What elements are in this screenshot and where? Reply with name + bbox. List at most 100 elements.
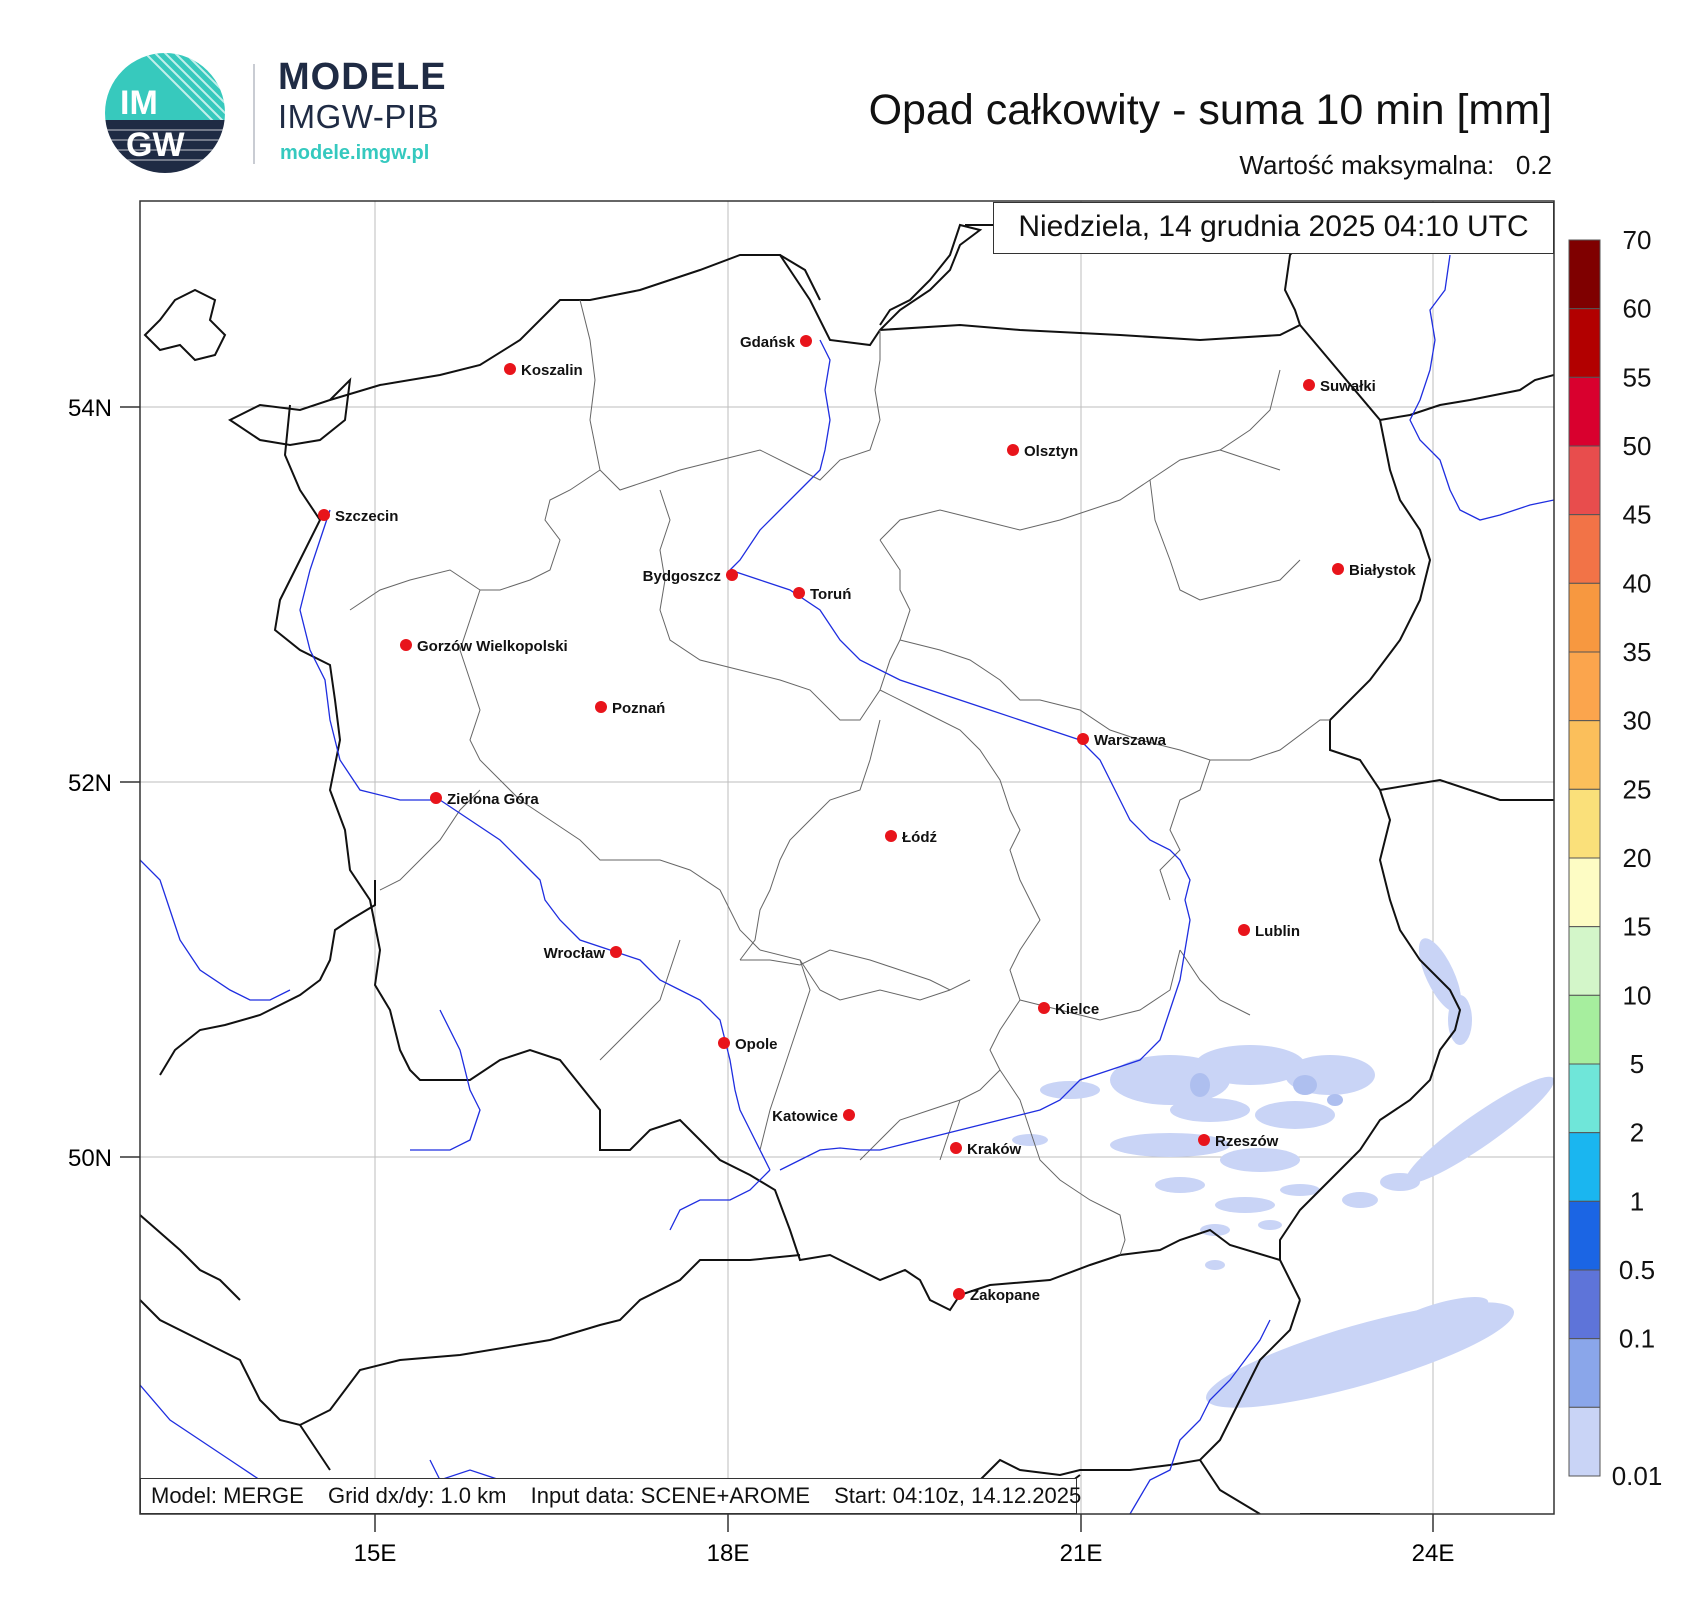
logo-text-top: IM [120,84,158,122]
legend-label: 55 [1623,362,1652,392]
city-zakopane[interactable]: Zakopane [953,1287,1040,1304]
legend-label: 1 [1630,1186,1644,1216]
lat-label-54n: 54N [68,395,112,422]
legend-swatch [1568,239,1601,310]
city-zielona-gora[interactable]: Zielona Góra [430,791,539,808]
city-label: Kraków [967,1141,1022,1158]
max-value-line: Wartość maksymalna: 0.2 [1239,150,1552,181]
legend-swatch [1568,445,1601,516]
city-label: Katowice [772,1108,838,1125]
country-borders [140,223,1554,1514]
city-poznan[interactable]: Poznań [595,700,665,717]
city-krakow[interactable]: Kraków [950,1141,1022,1158]
city-label: Opole [735,1036,778,1053]
city-bydgoszcz[interactable]: Bydgoszcz [643,568,738,585]
graticule [140,201,1554,1514]
city-rzeszow[interactable]: Rzeszów [1198,1133,1279,1150]
legend-colorbar [1568,239,1601,1477]
legend-label: 5 [1630,1049,1644,1079]
city-label: Warszawa [1094,732,1167,749]
city-opole[interactable]: Opole [718,1036,778,1053]
logo-text-bottom: GW [126,126,185,164]
footer-start: Start: 04:10z, 14.12.2025 [834,1483,1082,1508]
brand-url-link[interactable]: modele.imgw.pl [280,142,430,164]
legend-swatch [1568,1406,1601,1477]
legend-label: 45 [1623,500,1652,530]
city-kielce[interactable]: Kielce [1038,1001,1099,1018]
lon-label-18e: 18E [707,1540,750,1567]
city-label: Zakopane [970,1287,1040,1304]
city-torun[interactable]: Toruń [793,586,851,603]
legend-swatch [1568,926,1601,996]
city-suwalki[interactable]: Suwałki [1303,378,1376,395]
city-koszalin[interactable]: Koszalin [504,362,583,379]
map-title: Opad całkowity - suma 10 min [mm] [868,86,1552,134]
city-label: Suwałki [1320,378,1376,395]
legend-label: 0.1 [1619,1324,1655,1354]
city-label: Szczecin [335,508,398,525]
legend-swatch [1568,994,1601,1065]
legend-swatch [1568,1063,1601,1134]
imgw-logo: IM GW [105,53,225,173]
footer-input: Input data: SCENE+AROME [530,1483,810,1508]
legend-label: 60 [1623,294,1652,324]
city-label: Gorzów Wielkopolski [417,638,568,655]
city-lublin[interactable]: Lublin [1238,923,1300,940]
legend-swatch [1568,1132,1601,1202]
legend-label: 35 [1623,637,1652,667]
city-szczecin[interactable]: Szczecin [318,508,398,525]
cities: Gdańsk Koszalin Suwałki Olsztyn Szczecin… [318,334,1416,1304]
max-value-label: Wartość maksymalna: [1239,150,1495,180]
brand-divider [253,64,255,164]
legend-label: 25 [1623,774,1652,804]
lon-label-21e: 21E [1060,1540,1103,1567]
map-area [140,201,1554,1514]
city-bialystok[interactable]: Białystok [1332,562,1416,579]
lat-label-52n: 52N [68,770,112,797]
city-label: Lublin [1255,923,1300,940]
legend-label: 40 [1623,568,1652,598]
city-label: Bydgoszcz [643,568,721,585]
legend-swatch [1568,1269,1601,1340]
footer-model: Model: MERGE [151,1483,304,1508]
city-label: Zielona Góra [447,791,539,808]
city-label: Kielce [1055,1001,1099,1018]
lon-label-24e: 24E [1412,1540,1455,1567]
legend-label: 15 [1623,912,1652,942]
axis-ticks [120,406,1434,1532]
city-label: Wrocław [544,945,606,962]
precipitation-patches [1012,938,1554,1408]
map-frame [139,200,1555,1515]
legend-swatch [1568,720,1601,790]
city-katowice[interactable]: Katowice [772,1108,855,1125]
lat-label-50n: 50N [68,1145,112,1172]
legend-label: 20 [1623,843,1652,873]
city-warszawa[interactable]: Warszawa [1077,732,1167,749]
city-label: Gdańsk [740,334,796,351]
city-label: Olsztyn [1024,443,1078,460]
footer-grid: Grid dx/dy: 1.0 km [327,1483,507,1508]
max-value: 0.2 [1515,150,1552,180]
brand-name: MODELE [278,56,447,98]
lon-label-15e: 15E [354,1540,397,1567]
legend-label: 0.5 [1619,1255,1655,1285]
legend-swatch [1568,788,1601,859]
voivodeship-borders [349,299,1330,1256]
legend-swatch [1568,1338,1601,1408]
city-wroclaw[interactable]: Wrocław [544,945,622,962]
city-gorzow-wielkopolski[interactable]: Gorzów Wielkopolski [400,638,568,655]
legend-label: 30 [1623,706,1652,736]
legend-swatch [1568,651,1601,722]
legend-swatch [1568,514,1601,584]
city-label: Koszalin [521,362,583,379]
city-olsztyn[interactable]: Olsztyn [1007,443,1078,460]
model-info-footer: Model: MERGE Grid dx/dy: 1.0 km Input da… [140,1478,1081,1514]
legend-label: 0.01 [1612,1461,1663,1491]
legend-swatch [1568,582,1601,653]
city-label: Poznań [612,700,665,717]
city-label: Łódź [902,829,937,846]
brand-subtitle: IMGW-PIB [278,98,440,135]
city-gdansk[interactable]: Gdańsk [740,334,812,351]
legend-swatch [1568,1200,1601,1271]
city-lodz[interactable]: Łódź [885,829,937,846]
